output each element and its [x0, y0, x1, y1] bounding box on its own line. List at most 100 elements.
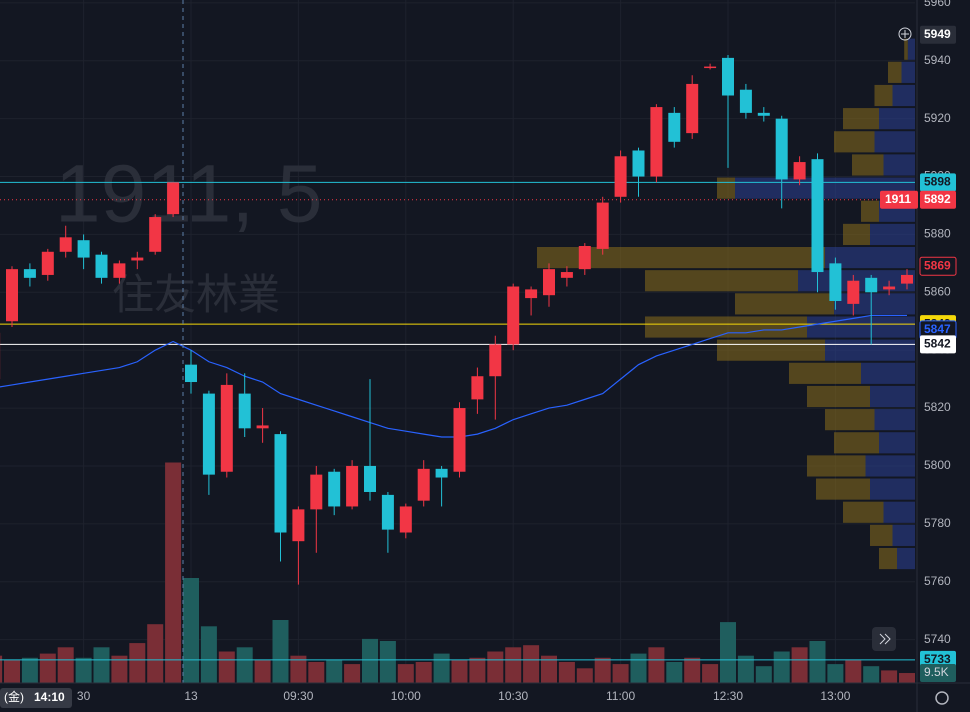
profile-bar: [645, 270, 798, 292]
profile-bar: [852, 154, 884, 176]
y-tick-label: 5860: [924, 284, 951, 298]
price-tag-label: 5949: [924, 27, 951, 41]
profile-bar: [892, 524, 915, 546]
crosshair-time: 14:10: [34, 690, 65, 704]
candle-body: [560, 272, 573, 278]
candle-body: [435, 468, 448, 478]
candle-body: [883, 286, 896, 290]
volume-bar: [75, 657, 92, 683]
x-tick-label: 10:00: [391, 689, 421, 703]
crosshair-day: (金): [4, 689, 24, 704]
price-tag: [920, 335, 956, 354]
crosshair-time-tag: [0, 688, 72, 708]
volume-bar: [612, 664, 629, 683]
volume-bar: [737, 655, 754, 683]
candle-body: [310, 474, 323, 510]
profile-bar: [825, 246, 915, 269]
volume-bar: [0, 655, 3, 683]
candle-body: [6, 269, 18, 322]
x-tick-label: 12:30: [713, 689, 743, 703]
volume-bar: [254, 659, 271, 683]
candle-body: [775, 118, 788, 180]
volume-bar: [326, 659, 343, 683]
y-tick-label: 5940: [924, 53, 951, 67]
profile-bar: [843, 108, 879, 130]
volume-tag: [920, 664, 956, 683]
candle-body: [167, 182, 180, 215]
candle-body: [399, 506, 412, 533]
profile-bar: [907, 38, 915, 60]
profile-bar: [834, 131, 875, 153]
profile-bar: [807, 455, 866, 477]
volume-bar: [755, 666, 772, 683]
volume-bar: [505, 647, 522, 683]
profile-bar: [843, 501, 884, 523]
settings-button[interactable]: [935, 691, 949, 705]
volume-bar: [4, 659, 20, 683]
scroll-button[interactable]: [872, 627, 896, 651]
volume-bar: [344, 664, 361, 683]
volume-bar: [809, 641, 826, 683]
volume-bar: [576, 668, 593, 683]
candle-body: [865, 277, 878, 293]
volume-bar: [397, 664, 414, 683]
candle-body: [489, 344, 502, 377]
candle-body: [238, 393, 251, 429]
volume-bar: [630, 653, 647, 683]
profile-bar: [645, 316, 807, 338]
profile-bar: [735, 293, 834, 315]
volume-bar: [165, 462, 182, 683]
price-tag-label: 5733: [924, 652, 951, 666]
profile-bar: [861, 362, 915, 384]
x-tick-label: 13:00: [820, 689, 850, 703]
profile-bar: [870, 385, 915, 408]
profile-bar: [879, 432, 915, 454]
profile-bar: [874, 131, 915, 153]
candle-body: [381, 494, 394, 530]
price-tag-label: 5892: [924, 192, 951, 206]
candle-body: [471, 376, 484, 400]
candle-body: [632, 150, 645, 177]
volume-bar: [684, 657, 701, 683]
profile-bar: [874, 84, 893, 107]
profile-bar: [870, 478, 915, 500]
profile-bar: [874, 409, 915, 431]
moving-average: [0, 314, 907, 438]
profile-bar: [883, 501, 915, 523]
candle-body: [507, 286, 520, 345]
volume-bar: [720, 622, 736, 683]
candle-body: [185, 364, 197, 383]
x-tick-label: 13: [184, 689, 198, 703]
watermark-symbol: 1911, 5: [55, 149, 323, 240]
volume-bar: [362, 638, 378, 683]
profile-bar: [843, 223, 870, 245]
volume-bar: [648, 647, 665, 683]
y-tick-label: 5780: [924, 516, 951, 530]
y-tick-label: 5740: [924, 632, 951, 646]
volume-bar: [272, 620, 289, 683]
candle-body: [113, 263, 126, 278]
candle-body: [364, 465, 376, 492]
profile-bar: [870, 223, 915, 245]
volume-bar: [881, 670, 898, 683]
volume-bar: [308, 662, 325, 683]
candle-body: [220, 384, 233, 472]
profile-bar: [861, 200, 879, 222]
candle-body: [23, 269, 36, 278]
candle-body: [793, 162, 806, 180]
add-button[interactable]: [898, 27, 912, 41]
profile-bar: [825, 409, 875, 431]
volume-bar: [791, 647, 808, 683]
volume-bar: [183, 578, 199, 683]
volume-bar: [39, 653, 56, 683]
scroll-icon: [879, 633, 891, 645]
candle-body: [829, 263, 842, 301]
candle-body: [578, 245, 591, 270]
volume-bar: [541, 655, 557, 683]
price-tag-label: 5842: [924, 337, 951, 351]
candle-body: [704, 66, 717, 69]
candle-body: [149, 217, 162, 252]
candle-body: [131, 257, 144, 261]
profile-bar: [807, 316, 915, 338]
profile-bar: [537, 246, 825, 269]
